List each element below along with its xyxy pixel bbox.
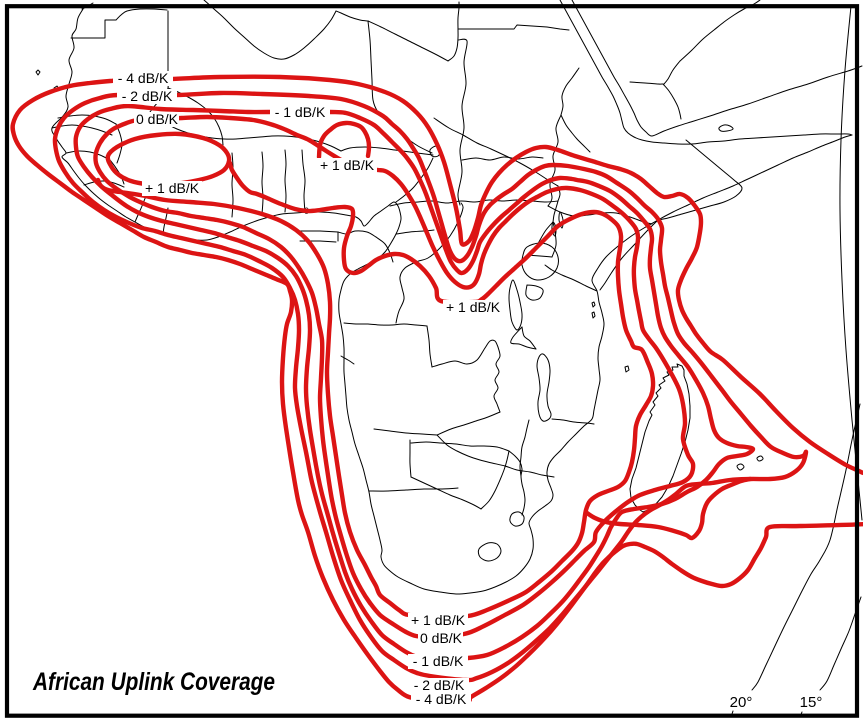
svg-text:20°: 20° — [730, 694, 753, 711]
svg-text:+ 1 dB/K: + 1 dB/K — [446, 299, 501, 315]
svg-text:- 1 dB/K: - 1 dB/K — [413, 653, 464, 669]
svg-text:- 1 dB/K: - 1 dB/K — [275, 104, 326, 120]
svg-text:- 4 dB/K: - 4 dB/K — [118, 70, 169, 86]
svg-text:+ 1 dB/K: + 1 dB/K — [145, 180, 200, 196]
svg-text:15°: 15° — [800, 694, 823, 711]
svg-text:0 dB/K: 0 dB/K — [136, 111, 179, 127]
svg-text:+ 1 dB/K: + 1 dB/K — [411, 612, 466, 628]
svg-text:- 2 dB/K: - 2 dB/K — [122, 88, 173, 104]
svg-text:- 4 dB/K: - 4 dB/K — [416, 691, 467, 707]
svg-text:African Uplink Coverage: African Uplink Coverage — [32, 668, 275, 696]
svg-text:+ 1 dB/K: + 1 dB/K — [320, 157, 375, 173]
svg-text:- 2 dB/K: - 2 dB/K — [414, 677, 465, 693]
svg-text:0 dB/K: 0 dB/K — [420, 630, 463, 646]
